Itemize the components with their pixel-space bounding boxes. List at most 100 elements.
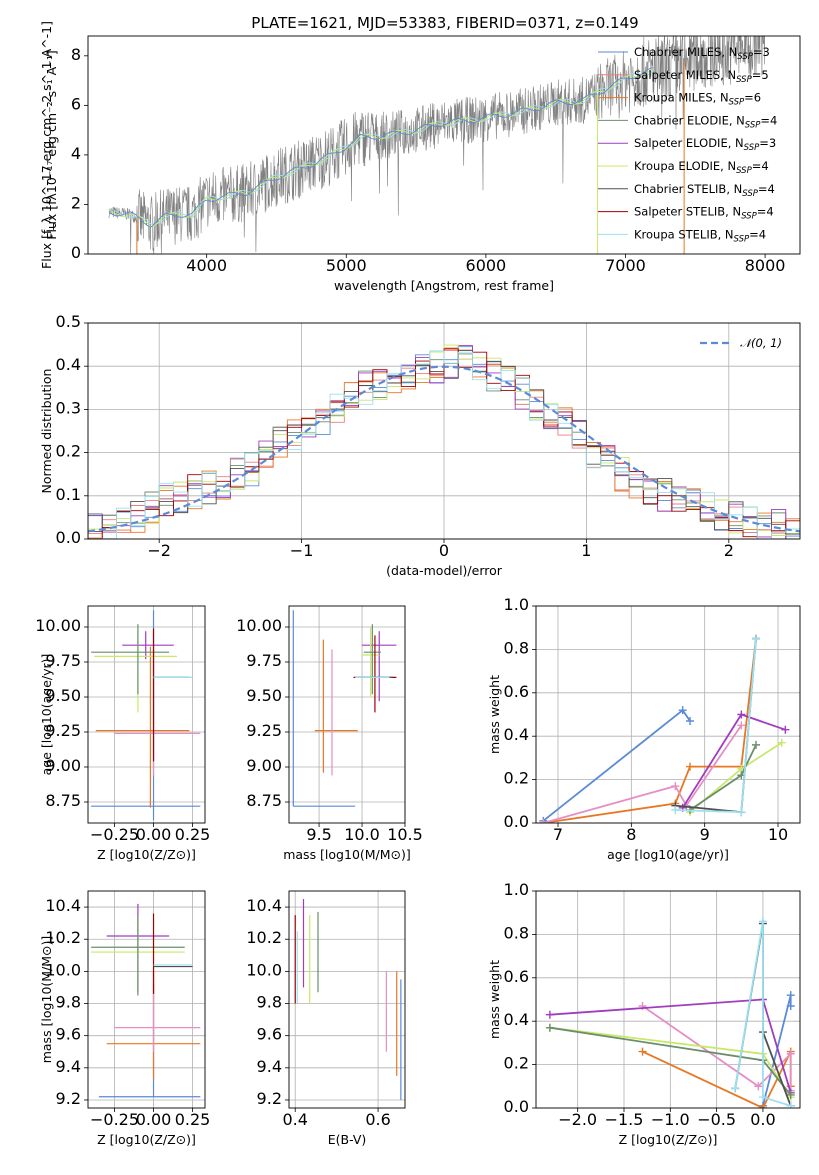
y-axis-label: mass weight: [487, 675, 502, 754]
mass-weight-marker: [786, 1101, 795, 1108]
x-tick-label: 0.25: [175, 1110, 211, 1129]
y-tick-label: 9.6: [56, 1025, 81, 1044]
age-vs-mass-axes: 9.5 10.0 10.5 8.75 9.00 9.25 9.50 9.75 10.00 mass…: [236, 605, 423, 862]
y-tick-label: 0.2: [56, 442, 81, 461]
y-tick-label: 0.4: [504, 1010, 529, 1029]
legend-entry: Chabrier ELODIE, NSSP=4: [634, 113, 777, 130]
y-tick-label: 9.75: [45, 651, 81, 670]
x-tick-label: 8000: [745, 256, 786, 275]
mass-weight-marker: [786, 991, 795, 1000]
axes-frame: [288, 890, 406, 1109]
y-tick-label: 1.0: [504, 880, 529, 899]
age-vs-mass-plot-area: [292, 610, 397, 807]
mass-weight-marker: [731, 1084, 740, 1093]
mass-weight-marker: [786, 1002, 795, 1011]
mass-weight-line: [543, 724, 743, 823]
y-tick-label: 9.50: [45, 686, 81, 705]
massweight-vs-Z-plot-area: [545, 917, 795, 1108]
mass-vs-Z-plot-area: [91, 903, 201, 1098]
x-tick-label: 7: [553, 825, 563, 844]
y-tick-label: 0.1: [56, 485, 81, 504]
mass-vs-Z-axes: −0.250.00 0.25 9.2 9.4 9.6 9.8 10.0 10.2 10.4 Z […: [39, 890, 211, 1147]
y-tick-label: 10.4: [246, 896, 282, 915]
x-axis-label: Z [log10(Z/Z⊙)]: [97, 1132, 196, 1147]
mass-weight-marker: [777, 738, 786, 747]
x-tick-label: 0.00: [136, 1110, 172, 1129]
x-tick-label: 6000: [466, 256, 507, 275]
y-axis-label: mass weight: [487, 960, 502, 1039]
massweight-vs-age-axes: 7 8 9 10 0.0 0.2 0.4 0.6 0.8 1.0 age [log10(age/yr…: [487, 595, 801, 862]
mass-weight-marker: [737, 808, 746, 817]
mass-vs-EBV-axes: 0.4 0.6 9.2 9.4 9.6 9.8 10.0 10.2 10.4 E(B-V): [246, 890, 406, 1147]
x-tick-label: −1.5: [605, 1110, 644, 1129]
legend-entry: Kroupa MILES, NSSP=6: [634, 91, 761, 108]
mass-weight-marker: [545, 1023, 554, 1032]
residual-hist-axes: −2 −1 0 1 2 0.0 0.1 0.2 0.3 0.4 0.5 (data-model)/er…: [39, 312, 801, 578]
spectrum-plot-area: [108, 36, 765, 254]
x-tick-label: −0.5: [697, 1110, 736, 1129]
y-tick-label: 10.0: [246, 960, 282, 979]
x-tick-label: 7000: [605, 256, 646, 275]
axes-frame: [87, 322, 801, 540]
y-axis-label: age [log10(age/yr)]: [39, 654, 54, 776]
y-tick-label: 2: [71, 193, 81, 212]
y-tick-label: 9.2: [257, 1089, 282, 1108]
y-tick-label: 9.8: [257, 993, 282, 1012]
mass-weight-marker: [758, 1104, 767, 1108]
y-axis-label: Flux [f_λ 10^-17 erg cm^-2 s^-1 A^-1]: [39, 21, 54, 269]
x-tick-label: 4000: [186, 256, 227, 275]
mass-weight-marker: [686, 762, 694, 771]
legend-entry: Kroupa STELIB, NSSP=4: [634, 227, 766, 244]
x-tick-label: 0.0: [750, 1110, 775, 1129]
x-tick-label: 9: [700, 825, 710, 844]
legend-entry: Salpeter ELODIE, NSSP=3: [634, 136, 776, 153]
y-tick-label: 9.2: [56, 1089, 81, 1108]
y-tick-label: 10.2: [45, 928, 81, 947]
x-axis-label: Z [log10(Z/Z⊙)]: [619, 1132, 718, 1147]
figure-title: PLATE=1621, MJD=53383, FIBERID=0371, z=0…: [251, 14, 638, 32]
y-tick-label: 0.4: [56, 355, 81, 374]
residual-hist-plot-area: [88, 344, 800, 539]
axes-frame: [87, 35, 801, 255]
y-tick-label: 0: [71, 243, 81, 262]
mass-weight-marker: [752, 740, 760, 749]
y-tick-label: 8: [71, 45, 81, 64]
mass-weight-marker: [737, 710, 746, 719]
y-tick-label: 9.00: [246, 756, 282, 775]
y-tick-label: 0.8: [504, 638, 529, 657]
mass-weight-line: [681, 713, 786, 809]
y-tick-label: 0.6: [504, 682, 529, 701]
spectrum-model-line: [108, 67, 654, 228]
x-tick-label: 0.25: [175, 825, 211, 844]
x-tick-label: 2: [724, 541, 734, 560]
y-tick-label: 0.6: [504, 967, 529, 986]
x-tick-label: −0.25: [90, 1110, 139, 1129]
y-tick-label: 0.0: [504, 812, 529, 831]
mass-weight-marker: [758, 1093, 767, 1102]
mass-vs-EBV-plot-area: [294, 899, 402, 1100]
x-tick-label: 0.00: [136, 825, 172, 844]
age-vs-Z-plot-area: [91, 610, 201, 821]
spectrum-axes: 4000 5000 6000 7000 8000 0 2 4 6 8 wavelength [Ang…: [39, 21, 801, 293]
axes-frame: [535, 890, 801, 1109]
y-tick-label: 9.25: [45, 721, 81, 740]
y-tick-label: 1.0: [504, 595, 529, 614]
x-tick-label: 5000: [326, 256, 367, 275]
massweight-vs-age-plot-area: [539, 634, 790, 823]
x-axis-label: mass [log10(M/M⊙)]: [283, 847, 411, 862]
x-tick-label: −2: [147, 541, 171, 560]
legend-entry: Chabrier STELIB, NSSP=4: [634, 182, 775, 199]
legend-entry: Chabrier MILES, NSSP=3: [634, 45, 770, 62]
y-tick-label: 0.2: [504, 769, 529, 788]
plots-layer: 4000 5000 6000 7000 8000 0 2 4 6 8 wavelength [Ang…: [35, 21, 801, 1147]
legend-entry: 𝒩(0, 1): [740, 336, 782, 350]
x-axis-label: age [log10(age/yr)]: [607, 847, 729, 862]
y-axis-label-flux: Flux [fλ10⁻¹⁷ erg cm⁻² s⁻¹ A⁻¹]: [44, 50, 59, 239]
x-tick-label: 0: [439, 541, 449, 560]
y-tick-label: 9.25: [246, 721, 282, 740]
mass-weight-marker: [686, 717, 694, 726]
y-tick-label: 9.75: [246, 651, 282, 670]
axes-frame: [87, 890, 206, 1109]
y-tick-label: 4: [71, 144, 81, 163]
